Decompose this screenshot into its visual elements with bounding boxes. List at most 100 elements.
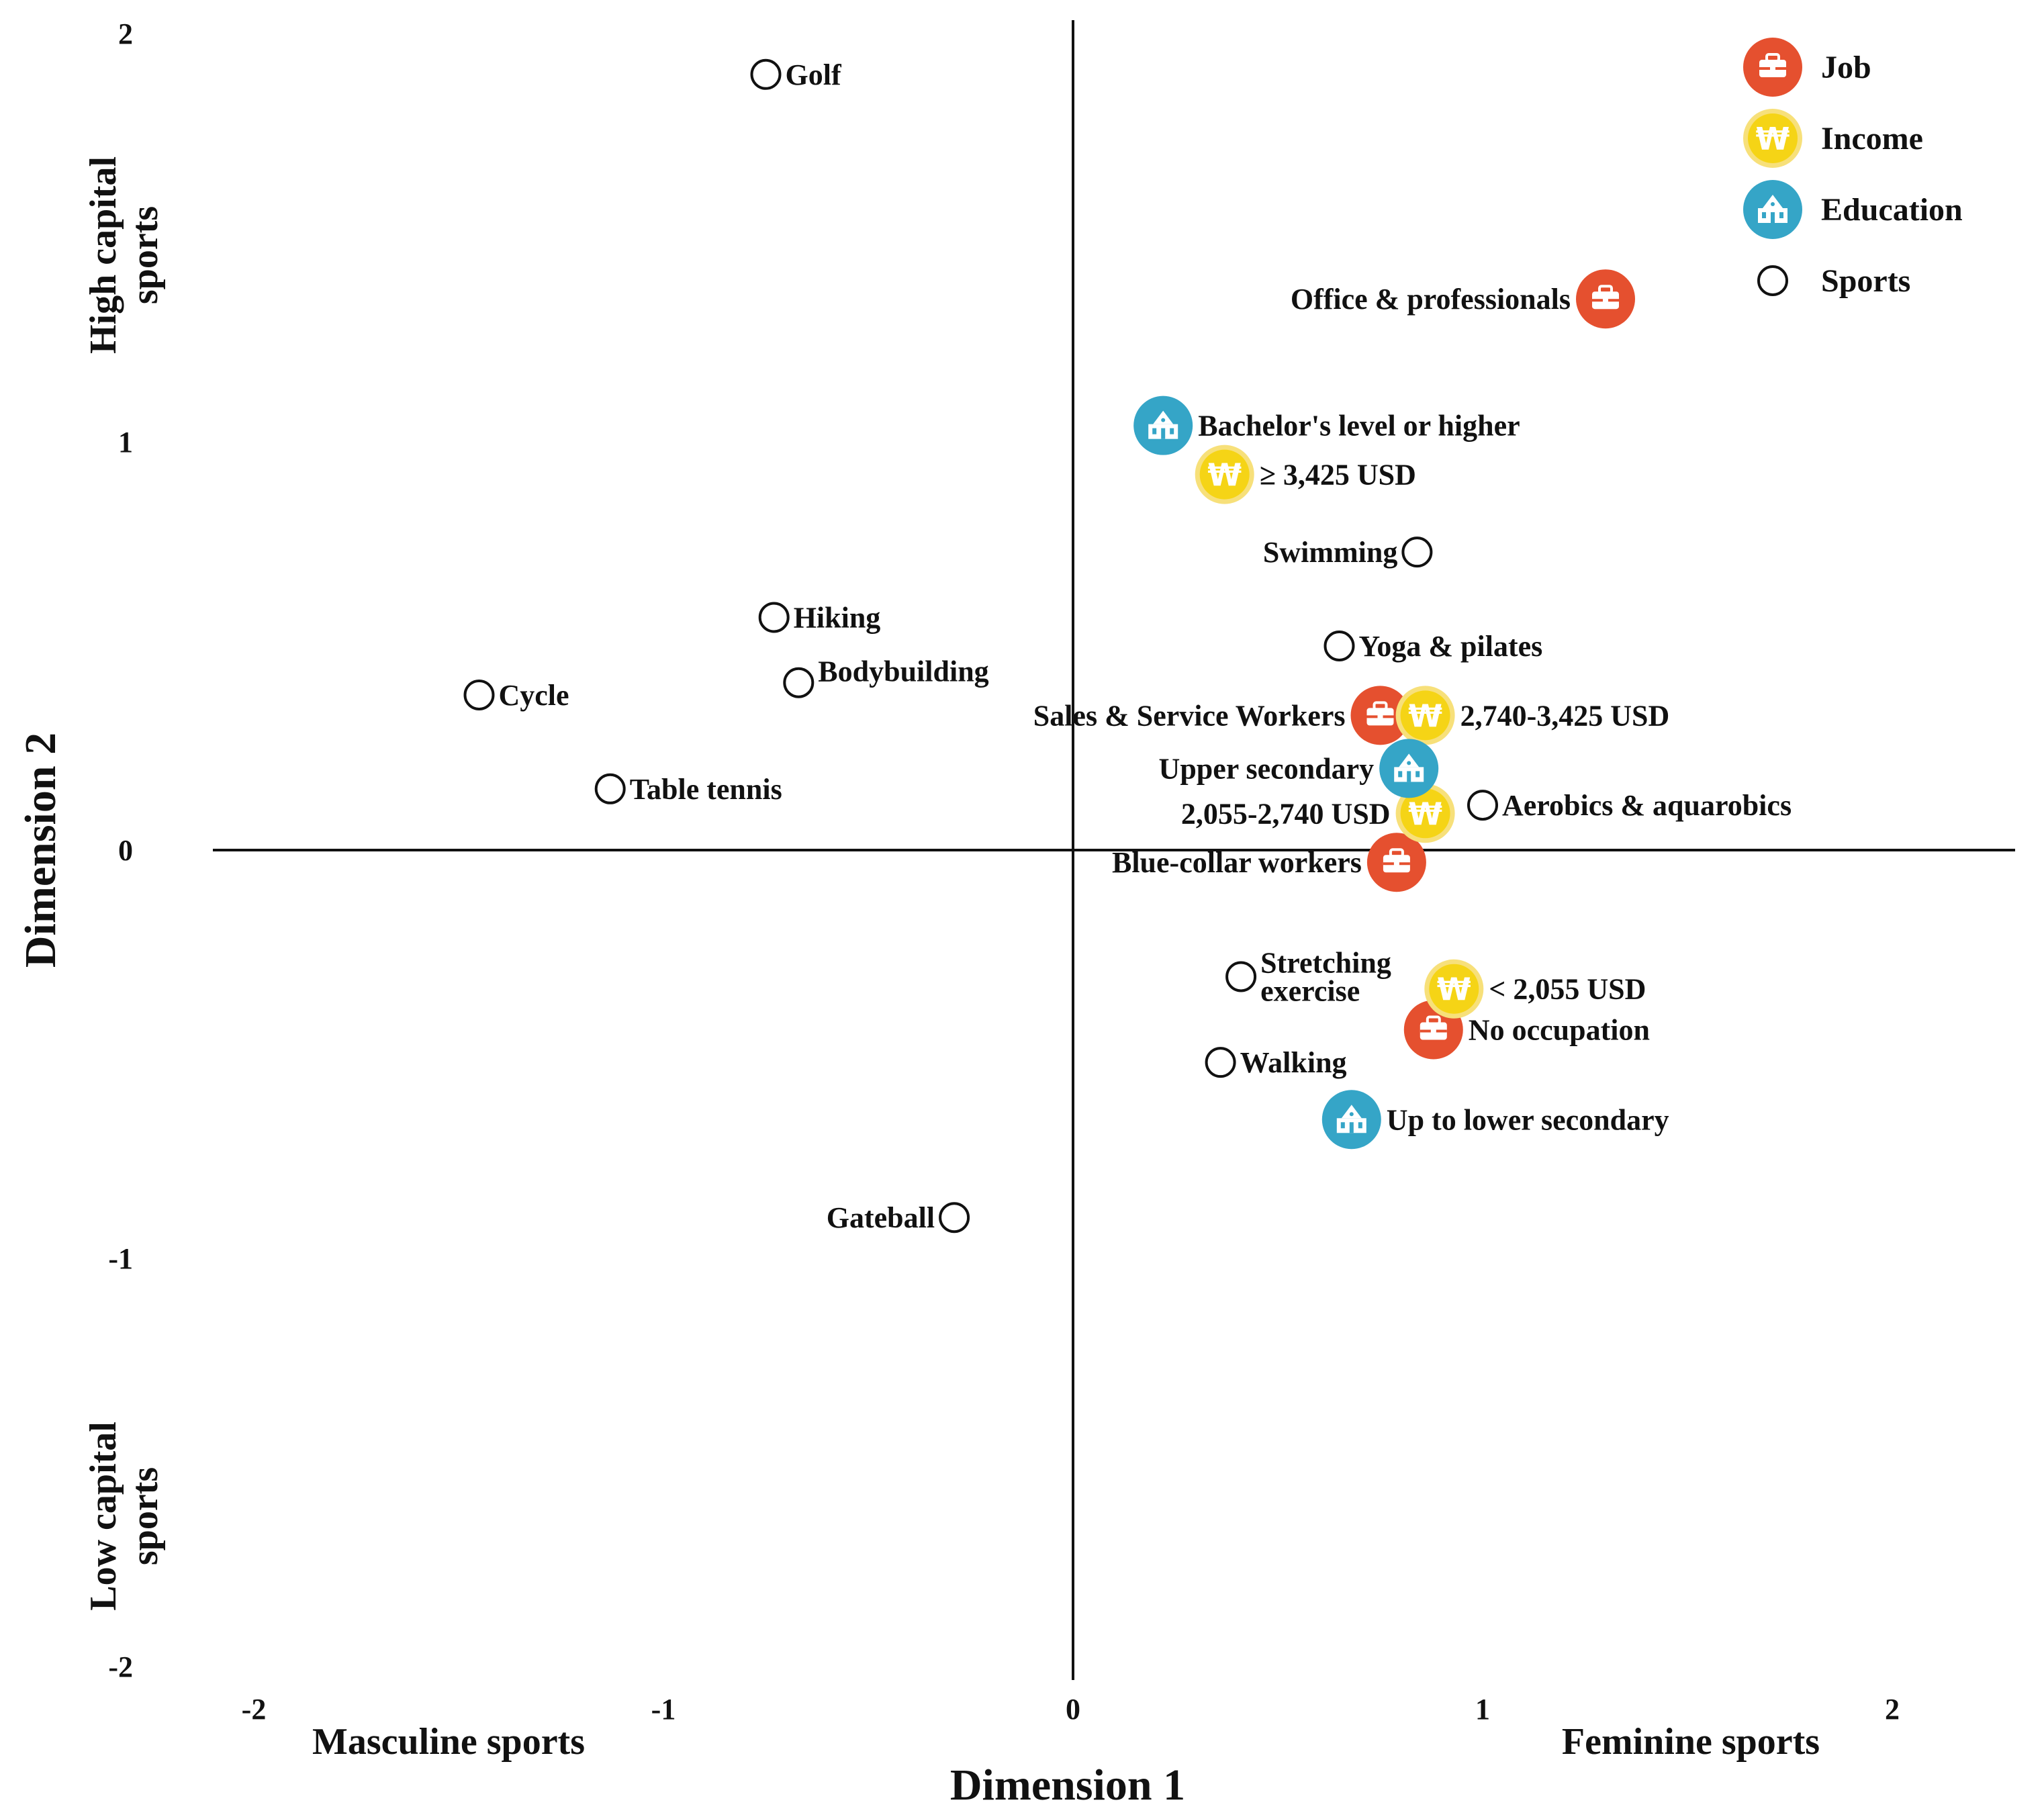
point-yoga-pilates: Yoga & pilates — [1323, 630, 1543, 663]
point-label: Up to lower secondary — [1387, 1103, 1669, 1136]
point-2-055-2-740-usd: 2,055-2,740 USD — [1181, 784, 1455, 843]
education-marker — [1379, 739, 1439, 798]
point-label-line: Upper secondary — [1159, 752, 1375, 785]
sports-marker — [750, 58, 782, 90]
y-end-label-bottom-line: sports — [124, 1467, 166, 1565]
chart-legend: Job Income Education Sports — [1743, 38, 1963, 299]
point-label: Aerobics & aquarobics — [1502, 789, 1792, 822]
job-marker — [1576, 269, 1635, 329]
school-building-icon — [1743, 180, 1802, 239]
point-label-line: Up to lower secondary — [1387, 1103, 1669, 1136]
point-label: Golf — [786, 58, 842, 91]
point-label: Sales & Service Workers — [1033, 699, 1346, 732]
point-label-line: < 2,055 USD — [1489, 973, 1646, 1006]
point-label-line: Golf — [786, 58, 842, 91]
point-label: Gateball — [827, 1201, 935, 1234]
point-label-line: Cycle — [499, 679, 569, 712]
point-label-line: Hiking — [794, 601, 881, 634]
x-end-label-left: Masculine sports — [312, 1721, 585, 1763]
sports-marker — [1225, 961, 1257, 992]
point-bachelor-s-level-or-higher: Bachelor's level or higher — [1133, 395, 1520, 455]
sports-marker — [1467, 790, 1498, 821]
point-sales-service-workers: Sales & Service Workers — [1033, 686, 1410, 745]
point-label-line: Aerobics & aquarobics — [1502, 789, 1792, 822]
y-tick-label: 0 — [118, 834, 133, 867]
point-label: Office & professionals — [1291, 283, 1571, 316]
point-label: Swimming — [1263, 536, 1397, 569]
y-tick-label: 1 — [118, 426, 133, 459]
legend-label: Income — [1821, 121, 1923, 156]
y-end-label-bottom-line: Low capital — [83, 1422, 124, 1611]
y-tick-label: -2 — [108, 1650, 133, 1683]
point-label: Bodybuilding — [818, 655, 988, 688]
point-label-line: Walking — [1240, 1046, 1347, 1079]
point-aerobics-aquarobics: Aerobics & aquarobics — [1467, 789, 1792, 822]
income-marker — [1395, 784, 1455, 843]
education-marker — [1321, 1090, 1381, 1150]
point-2-055-usd: < 2,055 USD — [1424, 959, 1646, 1019]
chart-points: Golf Hiking Bodybuilding Cycle Table tennis S… — [463, 58, 1792, 1234]
education-marker — [1133, 395, 1193, 455]
point-up-to-lower-secondary: Up to lower secondary — [1321, 1090, 1669, 1150]
point-label-line: 2,055-2,740 USD — [1181, 797, 1391, 830]
point-label-line: Swimming — [1263, 536, 1397, 569]
chart-axes: -2 -1 0 1 2 2 1 0 -1 -2 Dimension 1 Dimension 2 Masc… — [16, 17, 2015, 1810]
job-marker — [1350, 686, 1410, 745]
point-table-tennis: Table tennis — [594, 773, 782, 806]
point-golf: Golf — [750, 58, 842, 91]
point-label: Table tennis — [630, 773, 782, 806]
point-label-line: Bachelor's level or higher — [1198, 410, 1520, 443]
won-coin-icon — [1207, 457, 1242, 494]
sports-marker — [1205, 1047, 1236, 1078]
point-hiking: Hiking — [758, 601, 881, 634]
income-marker — [1195, 445, 1254, 504]
point-label-line: Stretching — [1260, 946, 1391, 979]
legend-item-job: Job — [1743, 38, 1871, 97]
point-label: 2,055-2,740 USD — [1181, 797, 1391, 830]
point-label: Hiking — [794, 601, 881, 634]
income-marker — [1424, 959, 1484, 1019]
legend-label: Job — [1821, 50, 1871, 85]
point-blue-collar-workers: Blue-collar workers — [1112, 833, 1426, 892]
point-label: Upper secondary — [1159, 752, 1375, 785]
point-label: Bachelor's level or higher — [1198, 410, 1520, 443]
point-label-line: Blue-collar workers — [1112, 846, 1362, 879]
y-end-label-top-line: High capital — [83, 156, 124, 354]
y-end-label-bottom: Low capital sports — [83, 1422, 166, 1611]
x-tick-label: -1 — [651, 1693, 676, 1726]
won-coin-icon — [1755, 121, 1790, 157]
point-label: Cycle — [499, 679, 569, 712]
point-office-professionals: Office & professionals — [1291, 269, 1635, 329]
won-coin-icon — [1743, 109, 1802, 168]
point-label-line: ≥ 3,425 USD — [1260, 459, 1416, 492]
point-bodybuilding: Bodybuilding — [783, 655, 989, 698]
point-label-line: exercise — [1260, 974, 1360, 1007]
x-tick-label: 0 — [1066, 1693, 1080, 1726]
legend-label: Sports — [1821, 263, 1910, 299]
sports-marker — [1323, 631, 1355, 661]
point-gateball: Gateball — [827, 1201, 970, 1234]
y-tick-label: 2 — [118, 17, 133, 50]
sports-marker — [594, 773, 626, 804]
point-label: Yoga & pilates — [1359, 630, 1543, 663]
open-circle-icon — [1757, 265, 1788, 296]
x-tick-label: 1 — [1475, 1693, 1490, 1726]
point-label-line: 2,740-3,425 USD — [1460, 699, 1670, 732]
income-marker — [1395, 686, 1455, 745]
y-end-label-top-line: sports — [124, 206, 166, 304]
legend-label: Education — [1821, 192, 1963, 228]
point-label-line: Sales & Service Workers — [1033, 699, 1346, 732]
point-label: ≥ 3,425 USD — [1260, 459, 1416, 492]
sports-marker — [463, 679, 495, 710]
point-2-740-3-425-usd: 2,740-3,425 USD — [1395, 686, 1670, 745]
point-stretching-exercise: Stretching exercise — [1225, 946, 1391, 1007]
sports-marker — [939, 1202, 970, 1234]
legend-item-sports: Sports — [1757, 263, 1910, 299]
point-label-line: Yoga & pilates — [1359, 630, 1543, 663]
won-coin-icon — [1408, 796, 1443, 833]
point-label: No occupation — [1469, 1014, 1650, 1047]
sports-marker — [1401, 537, 1433, 568]
point-label: Walking — [1240, 1046, 1347, 1079]
y-axis-title: Dimension 2 — [16, 733, 65, 968]
